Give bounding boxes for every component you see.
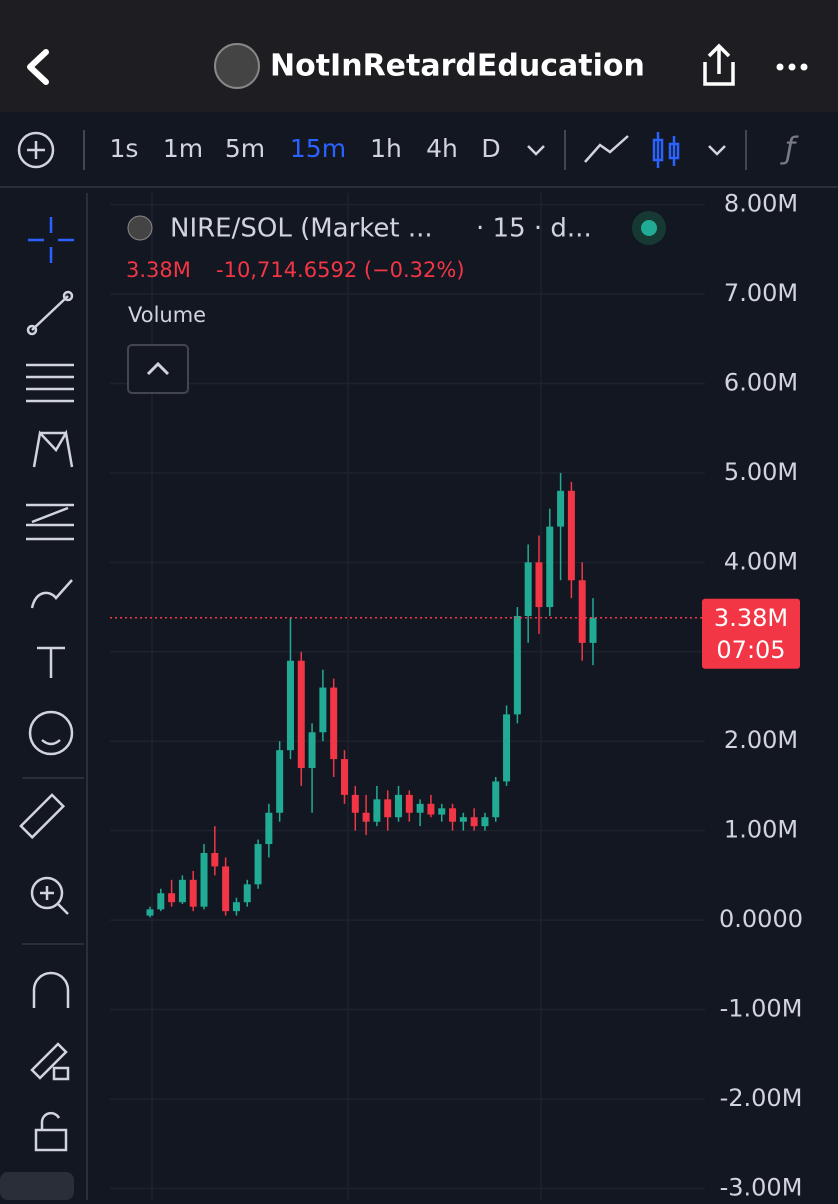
candle-body [243,884,251,903]
y-tick-label: 8.00M [724,190,798,218]
candle-style[interactable] [652,132,680,168]
candle-body [405,794,413,813]
y-tick-label: 6.00M [724,368,798,396]
y-tick-label: -1.00M [720,995,803,1023]
candle-body [157,893,165,910]
candle-body [265,812,273,845]
candle-body [178,879,186,903]
candle-body [535,562,543,608]
y-tick-label: 0.0000 [719,905,803,933]
interval-group: 1s 1m 5m 15m 1h 4h D [110,134,501,163]
candle-body [211,853,219,867]
candle-body [513,616,521,715]
candle-body [308,732,316,769]
candle-body [416,803,424,813]
candle-body [222,866,230,912]
more-tools[interactable] [0,1172,74,1200]
style-dropdown[interactable] [708,145,726,156]
channel-title: NotInRetardEducation [270,49,645,84]
candle-body [276,750,284,813]
interval-button[interactable]: 5m [225,134,265,163]
candle-body [373,799,381,822]
y-tick-label: 2.00M [724,726,798,754]
y-axis: 8.00M7.00M6.00M5.00M4.00M3.00M2.00M1.00M… [702,190,803,1201]
candle-body [384,799,392,818]
last-price-tag [702,598,800,669]
study-name: Volume [128,303,206,327]
market-status [641,220,657,236]
change-value: -10,714.6592 (−0.32%) [216,258,465,282]
top-bar [0,0,838,112]
candle-body [286,660,294,751]
candle-body [546,526,554,608]
candle-body [438,808,446,815]
symbol-name[interactable]: NIRE/SOL (Market ... [170,214,433,244]
add-symbol[interactable] [17,131,55,169]
collapse-button[interactable] [127,344,189,394]
grid [110,203,705,1190]
candle-body [557,490,565,527]
candle-body [319,687,327,733]
candle-body [459,817,467,822]
candle-body [232,902,240,912]
candle-body [200,853,208,907]
candle-body [481,817,489,827]
y-tick-label: 4.00M [724,547,798,575]
line-style[interactable] [584,135,629,163]
y-tick-label: -2.00M [720,1084,803,1112]
candle-body [589,617,597,643]
interval-button[interactable]: 15m [290,134,346,163]
candle-body [168,893,176,903]
candle-body [297,660,305,769]
candle-body [524,562,532,617]
y-tick-label: 1.00M [724,816,798,844]
last-price-label: 3.38M [714,604,788,632]
y-tick-label: 7.00M [724,279,798,307]
candle-body [427,803,435,815]
interval-button[interactable]: 1m [163,134,203,163]
y-tick-label: -3.00M [720,1173,803,1200]
candle-body [351,794,359,813]
candle-body [449,808,457,822]
indicators-button[interactable]: ƒ [780,132,799,167]
collapse-icon [146,361,170,376]
candle-body [189,879,197,907]
interval-button[interactable]: 1s [110,134,139,163]
candle-body [395,794,403,818]
drawing-tools[interactable] [19,217,74,1152]
back-button[interactable] [27,49,49,85]
last-value: 3.38M [126,258,191,282]
candle-body [254,844,262,885]
candle-body [503,714,511,782]
candle-body [146,909,154,916]
interval-button[interactable]: 1h [370,134,402,163]
add-symbol-plus [27,141,45,159]
share-button[interactable] [703,43,735,86]
symbol-icon [127,215,153,241]
candle-body [470,817,478,827]
candles [110,472,705,918]
avatar [214,43,260,89]
interval-button[interactable]: 4h [426,134,458,163]
candle-body [578,580,586,643]
interval-dropdown[interactable] [527,145,545,156]
countdown-label: 07:05 [716,636,785,664]
more-button[interactable] [776,63,808,71]
interval-button[interactable]: D [481,134,500,163]
y-tick-label: 5.00M [724,458,798,486]
candle-body [362,812,370,822]
symbol-details: · 15 · d... [476,214,592,244]
candle-body [340,759,348,795]
candle-body [330,687,338,760]
candle-body [567,490,575,581]
candle-body [492,781,500,818]
